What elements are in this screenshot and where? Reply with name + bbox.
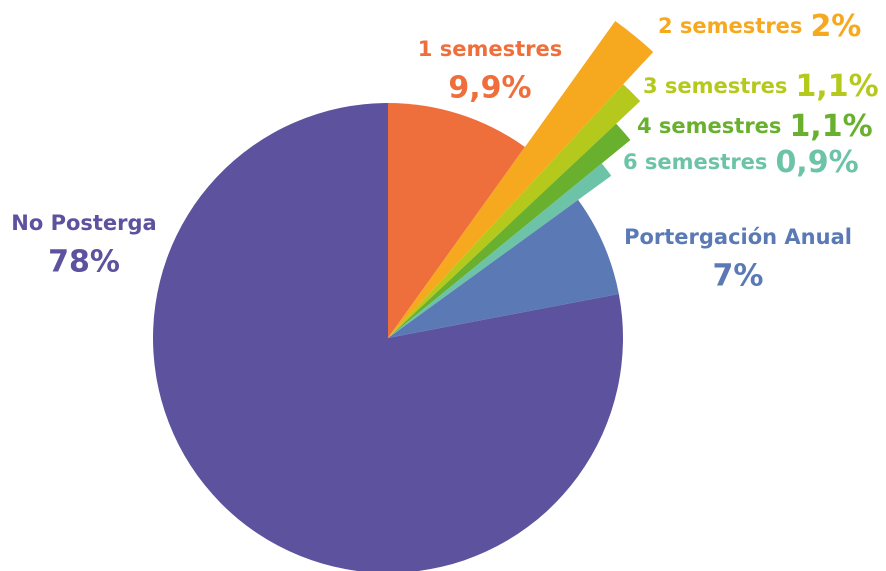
slice-label: 6 semestres 0,9% bbox=[623, 145, 859, 180]
slice-name: 6 semestres bbox=[623, 150, 767, 174]
slice-name: 2 semestres bbox=[658, 14, 802, 38]
slice-name: 4 semestres bbox=[637, 114, 781, 138]
slice-label: 4 semestres 1,1% bbox=[637, 109, 873, 144]
slice-name: Portergación Anual bbox=[624, 225, 852, 249]
slice-name: 1 semestres bbox=[418, 37, 562, 61]
slice-name: 3 semestres bbox=[643, 74, 787, 98]
pie-slice bbox=[388, 21, 654, 338]
slice-value-label: 0,9% bbox=[775, 145, 858, 180]
pie-slice bbox=[388, 103, 525, 338]
pie-slice bbox=[388, 163, 612, 338]
pie-slice bbox=[388, 123, 631, 338]
slice-value-label: 2% bbox=[810, 9, 861, 44]
slice-value-label: 9,9% bbox=[448, 71, 531, 106]
pie-slice bbox=[388, 199, 619, 338]
slice-label: 3 semestres 1,1% bbox=[643, 69, 879, 104]
slice-value-label: 78% bbox=[48, 245, 120, 280]
slice-value-label: 1,1% bbox=[789, 109, 872, 144]
pie-slice bbox=[153, 103, 623, 571]
slice-name: No Posterga bbox=[11, 211, 156, 235]
slice-value-label: 7% bbox=[713, 259, 764, 294]
slice-value-label: 1,1% bbox=[795, 69, 878, 104]
slice-label: 2 semestres 2% bbox=[658, 9, 861, 44]
pie-slice bbox=[388, 84, 641, 339]
